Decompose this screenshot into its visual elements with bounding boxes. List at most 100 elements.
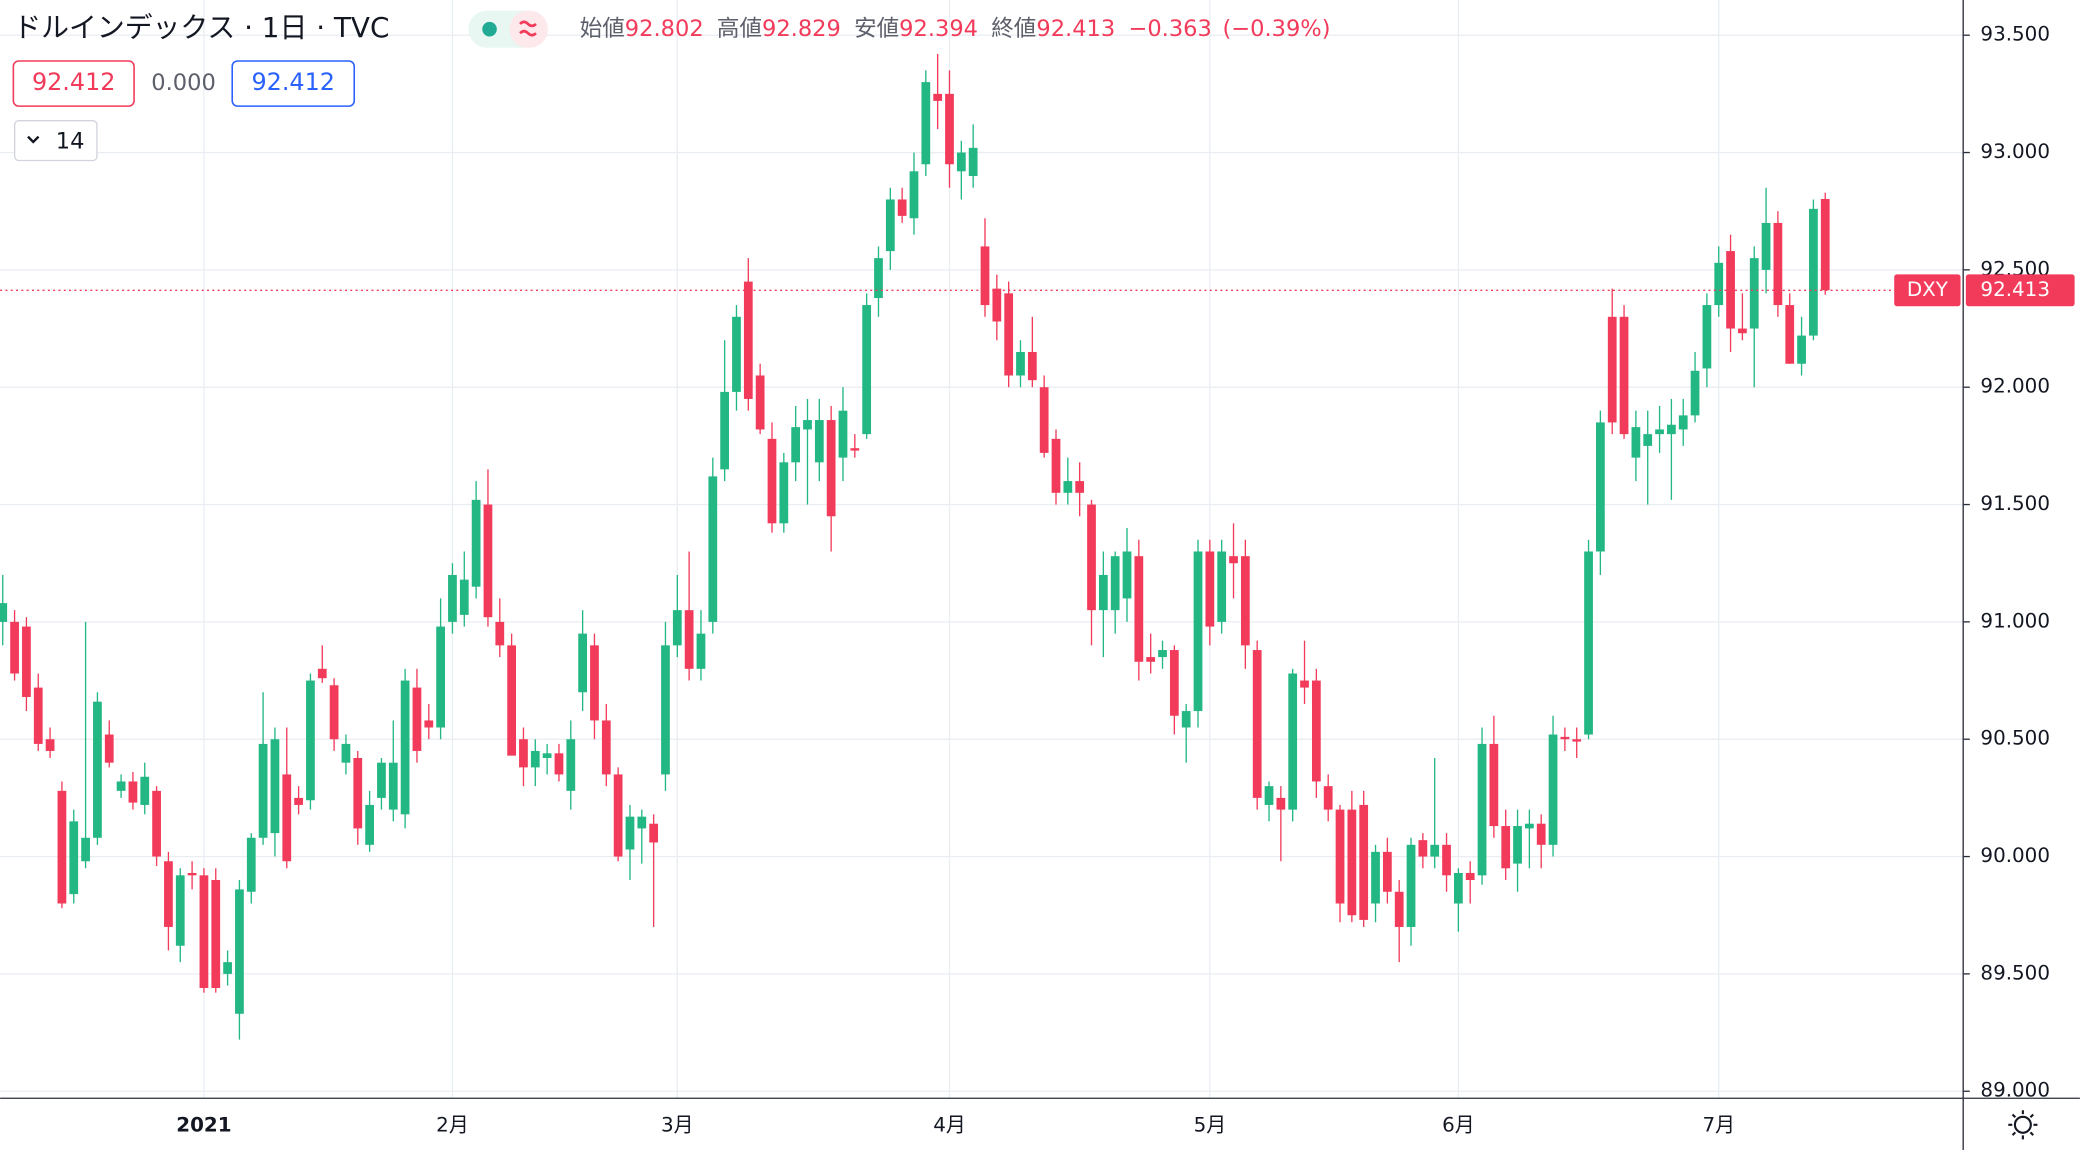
status-pill[interactable] — [468, 10, 548, 48]
candle-body — [1643, 434, 1653, 446]
candle-body — [1323, 786, 1333, 810]
candle-body — [235, 889, 244, 1014]
candle-body — [968, 147, 978, 177]
candle-body — [199, 875, 209, 988]
settings-button[interactable] — [2008, 1110, 2038, 1140]
candle-body — [767, 438, 777, 524]
ohlc-legend: 始値92.802 高値92.829 安値92.394 終値92.413 −0.363 (−… — [580, 16, 1331, 42]
candle-body — [1217, 551, 1227, 622]
candle-body — [874, 258, 883, 299]
candle-body — [1619, 316, 1629, 435]
candle-body — [459, 579, 469, 615]
candle-body — [838, 410, 848, 458]
candle-body — [187, 872, 197, 876]
symbol-tag-label: DXY — [1907, 278, 1949, 301]
indicator-box-blue — [231, 60, 356, 107]
x-tick-label: 3月 — [661, 1114, 694, 1137]
candle-body — [22, 626, 31, 697]
candle-body — [980, 246, 990, 306]
candle-body — [1797, 335, 1806, 364]
market-dot — [482, 21, 497, 37]
candle-body — [33, 687, 43, 744]
candle-body — [246, 837, 256, 892]
low-value: 92.394 — [899, 16, 978, 42]
x-tick-label: 4月 — [933, 1114, 966, 1137]
candle-body — [81, 837, 90, 862]
candle-body — [814, 420, 824, 463]
candle-body — [223, 962, 232, 974]
pill-bg-right — [509, 10, 548, 48]
candle-body — [519, 739, 528, 768]
close-value: 92.413 — [1036, 16, 1115, 42]
candle-body — [1288, 673, 1298, 810]
candle-body — [1655, 429, 1664, 435]
candle-body — [803, 420, 812, 430]
candle-body — [1607, 316, 1617, 423]
candle-body — [353, 757, 363, 829]
candle-body — [424, 720, 434, 728]
candle-body — [1394, 891, 1404, 927]
candle-body — [684, 610, 694, 669]
candle-body — [1098, 574, 1108, 611]
candle-body — [1513, 826, 1522, 864]
candle-body — [1051, 438, 1061, 493]
high-value: 92.829 — [762, 16, 841, 42]
candle-body — [1193, 551, 1203, 712]
candle-body — [0, 603, 8, 622]
candle-body — [779, 462, 789, 524]
candle-body — [1359, 804, 1369, 920]
candle-body — [542, 753, 552, 758]
candle-body — [1809, 208, 1818, 336]
candle-body — [1075, 481, 1085, 493]
candle-body — [471, 499, 481, 587]
candle-body — [1785, 305, 1795, 364]
x-tick-label: 2月 — [436, 1114, 469, 1137]
close-label: 終値 — [991, 16, 1036, 42]
candle-body — [1110, 556, 1120, 611]
change-pct: (−0.39%) — [1222, 16, 1330, 42]
candle-body — [93, 701, 102, 838]
candle-body — [1773, 222, 1783, 306]
candle-body — [1382, 851, 1392, 892]
candle-body — [672, 610, 682, 646]
candle-body — [45, 739, 55, 751]
candle-body — [1714, 262, 1724, 306]
x-tick-label: 5月 — [1194, 1114, 1227, 1137]
candle-body — [128, 781, 138, 803]
candle-body — [1584, 551, 1593, 735]
candle-body — [116, 781, 126, 791]
candle-body — [1205, 551, 1215, 627]
chart-title: ドルインデックス · 1日 · TVC — [13, 11, 389, 44]
candle-body — [956, 152, 966, 172]
candle-body — [554, 753, 564, 775]
candle-body — [57, 790, 67, 904]
y-tick-label: 89.000 — [1980, 1079, 2050, 1102]
candle-body — [1276, 797, 1286, 810]
candle-body — [388, 762, 398, 810]
indicator-length: 14 — [56, 128, 85, 154]
candle-body — [164, 861, 173, 927]
candle-body — [365, 804, 374, 845]
candle-body — [1335, 809, 1345, 904]
plot-area — [0, 53, 1964, 1040]
candle-body — [743, 281, 753, 399]
candle-body — [258, 743, 268, 838]
candle-body — [104, 734, 114, 763]
open-value: 92.802 — [625, 16, 704, 42]
candle-body — [732, 316, 741, 392]
candle-body — [1442, 844, 1451, 876]
change: −0.363 — [1128, 16, 1211, 42]
candle-body — [1525, 823, 1534, 829]
candle-body — [649, 823, 659, 843]
candle-body — [270, 739, 280, 834]
indicator-value: 0.000 — [151, 70, 216, 96]
candle-body — [317, 668, 327, 679]
candle-body — [306, 680, 315, 801]
candle-body — [696, 633, 706, 669]
collapse-button[interactable]: 14 — [14, 120, 98, 162]
candle-body — [140, 776, 150, 805]
candle-body — [850, 448, 860, 451]
y-tick-label: 92.000 — [1980, 375, 2050, 398]
candle-body — [909, 171, 919, 219]
